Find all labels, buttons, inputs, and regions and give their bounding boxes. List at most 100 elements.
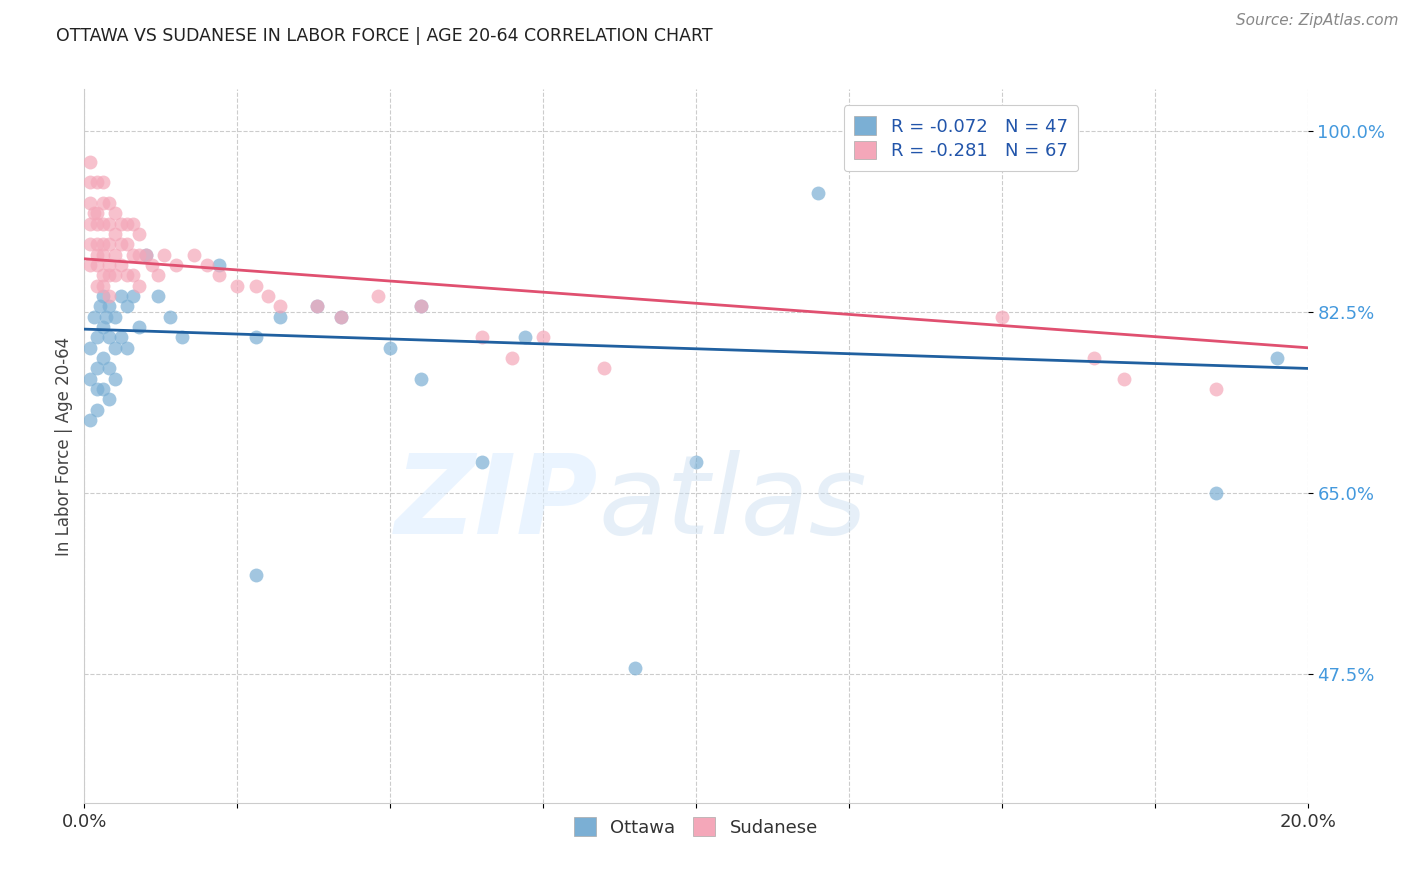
Point bbox=[94, 310, 117, 324]
Point bbox=[79, 217, 101, 231]
Point bbox=[409, 299, 432, 313]
Point bbox=[115, 268, 138, 283]
Point bbox=[97, 217, 120, 231]
Point bbox=[110, 258, 132, 272]
Point bbox=[86, 382, 108, 396]
Point bbox=[104, 248, 127, 262]
Point bbox=[91, 320, 114, 334]
Point bbox=[79, 237, 101, 252]
Point bbox=[122, 248, 145, 262]
Point bbox=[330, 310, 353, 324]
Point bbox=[97, 361, 120, 376]
Point bbox=[991, 310, 1014, 324]
Point bbox=[86, 217, 108, 231]
Point bbox=[195, 258, 218, 272]
Point bbox=[97, 299, 120, 313]
Point bbox=[531, 330, 554, 344]
Point bbox=[226, 278, 249, 293]
Point bbox=[115, 237, 138, 252]
Point bbox=[104, 310, 127, 324]
Point bbox=[593, 361, 616, 376]
Point bbox=[91, 248, 114, 262]
Point bbox=[183, 248, 205, 262]
Point bbox=[330, 310, 353, 324]
Point bbox=[122, 289, 145, 303]
Point bbox=[91, 351, 114, 365]
Point bbox=[146, 268, 169, 283]
Point bbox=[122, 217, 145, 231]
Point bbox=[807, 186, 830, 200]
Point bbox=[86, 330, 108, 344]
Point bbox=[104, 206, 127, 220]
Point bbox=[79, 341, 101, 355]
Point bbox=[110, 289, 132, 303]
Point bbox=[110, 217, 132, 231]
Point bbox=[104, 227, 127, 241]
Point bbox=[91, 289, 114, 303]
Point bbox=[269, 299, 291, 313]
Point bbox=[97, 330, 120, 344]
Point bbox=[245, 278, 267, 293]
Point bbox=[1265, 351, 1288, 365]
Text: ZIP: ZIP bbox=[395, 450, 598, 557]
Point bbox=[208, 268, 231, 283]
Point bbox=[97, 258, 120, 272]
Point bbox=[128, 248, 150, 262]
Point bbox=[367, 289, 389, 303]
Point bbox=[305, 299, 328, 313]
Point bbox=[257, 289, 280, 303]
Point bbox=[89, 299, 111, 313]
Point bbox=[245, 568, 267, 582]
Point bbox=[83, 310, 105, 324]
Point bbox=[86, 248, 108, 262]
Point bbox=[97, 392, 120, 407]
Point bbox=[128, 227, 150, 241]
Text: OTTAWA VS SUDANESE IN LABOR FORCE | AGE 20-64 CORRELATION CHART: OTTAWA VS SUDANESE IN LABOR FORCE | AGE … bbox=[56, 27, 713, 45]
Point bbox=[128, 320, 150, 334]
Text: atlas: atlas bbox=[598, 450, 866, 557]
Point bbox=[86, 258, 108, 272]
Point bbox=[83, 206, 105, 220]
Point bbox=[79, 154, 101, 169]
Point bbox=[86, 361, 108, 376]
Point bbox=[97, 289, 120, 303]
Point bbox=[269, 310, 291, 324]
Point bbox=[79, 175, 101, 189]
Point bbox=[115, 341, 138, 355]
Point bbox=[1205, 382, 1227, 396]
Point bbox=[471, 454, 494, 468]
Point bbox=[172, 330, 194, 344]
Point bbox=[122, 268, 145, 283]
Point bbox=[159, 310, 181, 324]
Text: Source: ZipAtlas.com: Source: ZipAtlas.com bbox=[1236, 13, 1399, 29]
Point bbox=[91, 268, 114, 283]
Point bbox=[104, 268, 127, 283]
Point bbox=[502, 351, 524, 365]
Point bbox=[115, 217, 138, 231]
Point bbox=[79, 258, 101, 272]
Point bbox=[245, 330, 267, 344]
Point bbox=[380, 341, 402, 355]
Point bbox=[86, 402, 108, 417]
Point bbox=[115, 299, 138, 313]
Y-axis label: In Labor Force | Age 20-64: In Labor Force | Age 20-64 bbox=[55, 336, 73, 556]
Point bbox=[409, 299, 432, 313]
Point bbox=[110, 237, 132, 252]
Point bbox=[624, 661, 647, 675]
Point bbox=[79, 372, 101, 386]
Point bbox=[91, 237, 114, 252]
Point bbox=[91, 196, 114, 211]
Point bbox=[135, 248, 157, 262]
Point bbox=[97, 196, 120, 211]
Point bbox=[685, 454, 707, 468]
Point bbox=[91, 278, 114, 293]
Point bbox=[128, 278, 150, 293]
Point bbox=[305, 299, 328, 313]
Point bbox=[91, 217, 114, 231]
Point bbox=[1114, 372, 1136, 386]
Point bbox=[141, 258, 163, 272]
Point bbox=[165, 258, 187, 272]
Point bbox=[146, 289, 169, 303]
Point bbox=[91, 382, 114, 396]
Point bbox=[97, 237, 120, 252]
